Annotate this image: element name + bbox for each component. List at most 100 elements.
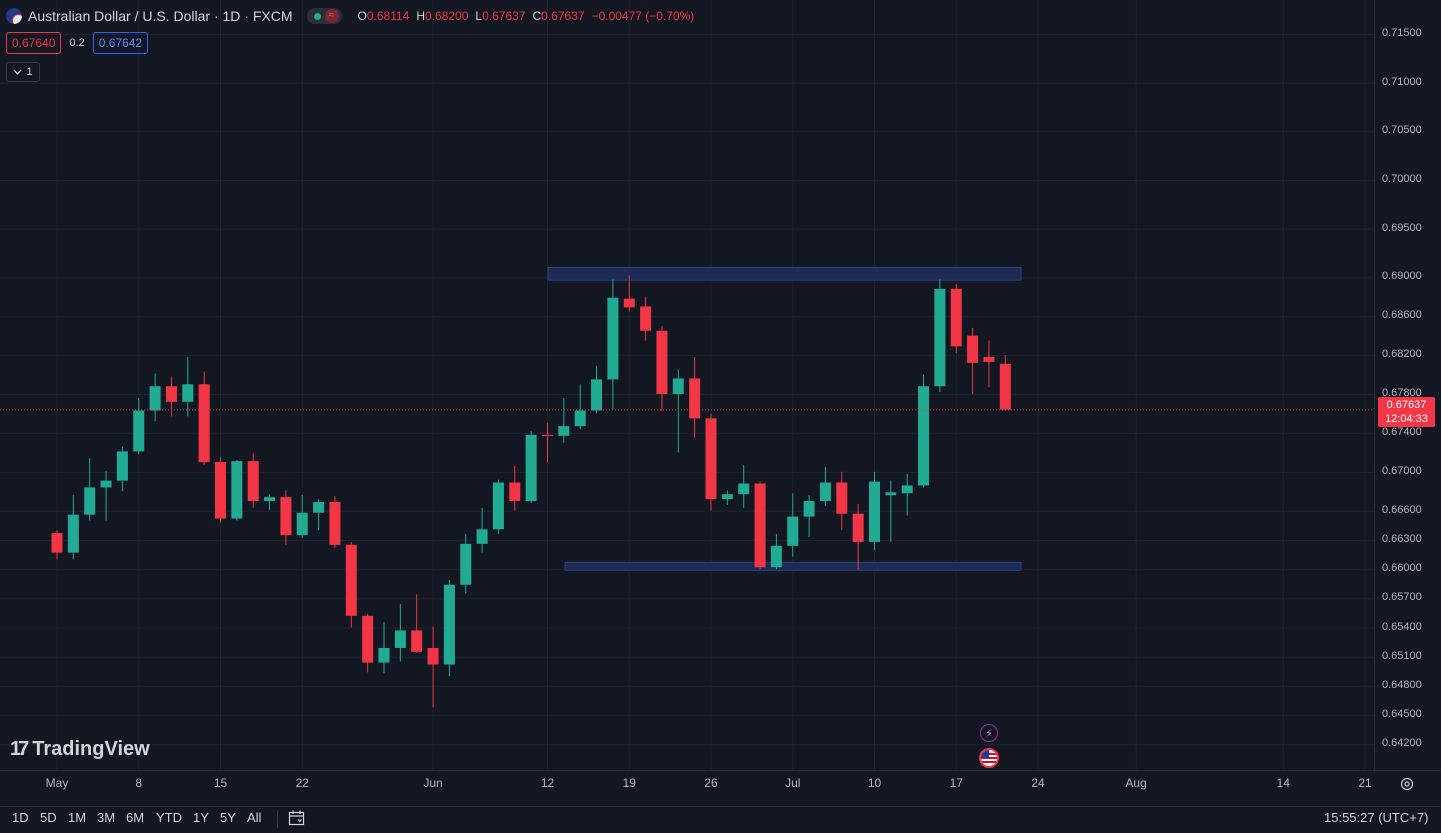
candle (623, 275, 635, 312)
candle (165, 376, 177, 417)
range-button-ytd[interactable]: YTD (156, 810, 182, 825)
candle-body (738, 483, 750, 495)
candle-body (215, 462, 226, 519)
market-status-pill[interactable]: ≈ (306, 8, 342, 24)
candle (542, 423, 553, 463)
ohlc-item: C0.67637 (533, 9, 585, 23)
ohlc-value: −0.00477 (−0.70%) (591, 9, 695, 23)
time-tick-label: Jun (423, 776, 443, 790)
candle (607, 279, 619, 409)
last-price-tag: 0.67637 12:04:33 (1378, 397, 1435, 427)
candle-body (362, 615, 374, 663)
data-delay-icon: ≈ (324, 9, 339, 23)
ohlc-item: H0.68200 (416, 9, 468, 23)
bottom-toolbar (0, 806, 1441, 833)
candle-body (67, 514, 79, 553)
range-button-1d[interactable]: 1D (12, 810, 29, 825)
candle (345, 541, 357, 628)
candle (770, 534, 782, 570)
candle-body (934, 288, 946, 387)
candlestick-series[interactable] (0, 275, 1011, 708)
candle (492, 479, 504, 535)
time-tick-label: 26 (704, 776, 718, 790)
price-tick-label: 0.69000 (1382, 270, 1422, 283)
chevron-down-icon (13, 69, 22, 75)
price-zone-rect (564, 561, 1022, 571)
range-button-5y[interactable]: 5Y (220, 810, 236, 825)
candle (787, 493, 799, 557)
symbol-title[interactable]: Australian Dollar / U.S. Dollar · 1D · F… (28, 8, 293, 24)
time-tick-label: 24 (1031, 776, 1045, 790)
candle (574, 384, 586, 430)
candle-body (542, 434, 553, 436)
ohlc-key: H (416, 9, 426, 23)
toolbar-divider (277, 810, 278, 828)
candle-body (231, 461, 243, 519)
candle-body (754, 483, 766, 568)
candle (721, 490, 733, 505)
candle (819, 466, 831, 506)
candle-body (394, 630, 406, 648)
buy-price-button[interactable]: 0.67642 (92, 32, 149, 54)
support-resistance-zones[interactable] (547, 267, 1022, 571)
candle-body (182, 384, 194, 402)
range-button-1y[interactable]: 1Y (193, 810, 209, 825)
time-tick-label: 19 (622, 776, 636, 790)
ohlc-value: 0.68114 (366, 9, 410, 23)
range-button-3m[interactable]: 3M (97, 810, 116, 825)
candle (313, 499, 325, 531)
candle (705, 413, 717, 511)
lightning-event-icon[interactable]: ⚡ (980, 724, 998, 742)
price-tick-label: 0.64200 (1382, 737, 1422, 750)
range-button-5d[interactable]: 5D (40, 810, 57, 825)
candle-body (885, 492, 897, 496)
price-tick-label: 0.67000 (1382, 464, 1422, 477)
candle (411, 594, 423, 653)
price-tick-label: 0.68200 (1382, 348, 1422, 361)
candle-body (264, 497, 276, 502)
clock-timezone[interactable]: 15:55:27 (UTC+7) (1324, 810, 1429, 825)
candle-body (133, 410, 145, 452)
sell-price-button[interactable]: 0.67640 (6, 32, 62, 54)
candle (950, 284, 962, 354)
ohlc-item: O0.68114 (358, 9, 410, 23)
candle (215, 457, 226, 523)
price-tick-label: 0.68600 (1382, 309, 1422, 322)
gear-icon[interactable] (1399, 776, 1415, 792)
candle (738, 465, 750, 508)
candle (558, 397, 570, 443)
candle-body (525, 434, 537, 502)
candle-body (84, 487, 96, 515)
candle (427, 626, 439, 708)
candle-body (149, 386, 161, 411)
range-button-all[interactable]: All (247, 810, 262, 825)
time-tick-label: Jul (785, 776, 801, 790)
candle-body (852, 513, 864, 542)
range-button-1m[interactable]: 1M (68, 810, 87, 825)
candle (84, 458, 96, 521)
time-tick-label: Aug (1125, 776, 1147, 790)
time-tick-label: 22 (295, 776, 309, 790)
candle (51, 530, 63, 560)
candle-body (689, 378, 701, 419)
ohlc-item: −0.00477 (−0.70%) (592, 9, 695, 23)
candle-body (574, 410, 586, 427)
us-flag-event-icon[interactable] (979, 748, 999, 768)
tradingview-logo[interactable]: 17 TradingView (10, 738, 150, 761)
candle-body (329, 502, 341, 545)
ohlc-value: 0.68200 (425, 9, 469, 23)
candle-body (116, 451, 128, 481)
candle-body (869, 481, 880, 542)
candle-body (443, 584, 455, 665)
time-tick-label: 12 (540, 776, 555, 790)
range-button-6m[interactable]: 6M (126, 810, 145, 825)
indicators-toggle[interactable]: 1 (6, 62, 40, 82)
symbol-header: Australian Dollar / U.S. Dollar · 1D · F… (6, 6, 694, 26)
candle (803, 495, 815, 538)
ohlc-key: C (532, 9, 542, 23)
last-price-value: 0.67637 (1386, 399, 1427, 411)
price-tick-label: 0.70500 (1382, 124, 1422, 137)
candle-body (345, 544, 357, 616)
calendar-goto-icon[interactable] (287, 808, 307, 828)
